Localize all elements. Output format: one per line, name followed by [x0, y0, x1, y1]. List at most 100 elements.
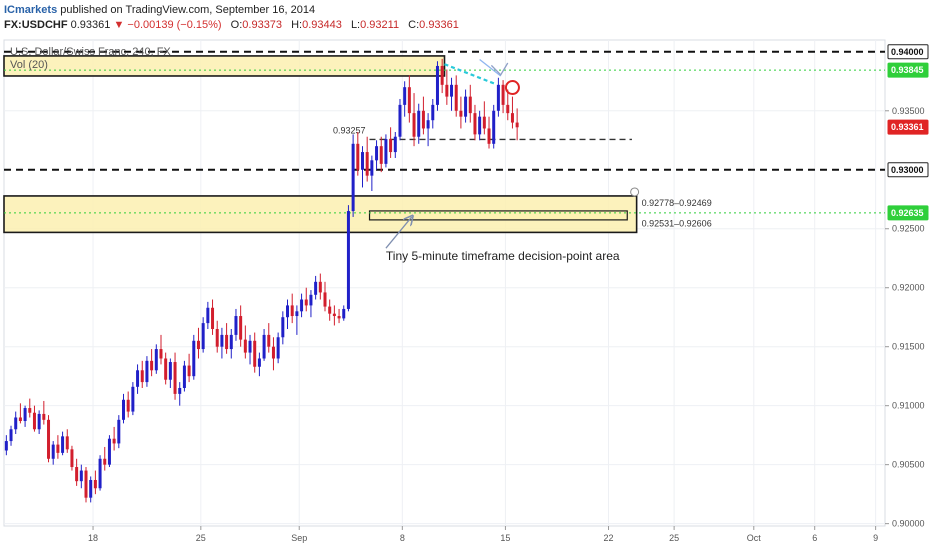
- candle-body: [192, 340, 196, 377]
- candle-body: [314, 281, 318, 295]
- candle-body: [515, 122, 519, 128]
- candle-body: [356, 143, 360, 170]
- close-value: 0.93361: [419, 19, 459, 31]
- zone-range-label: 0.92778–0.92469: [642, 198, 712, 208]
- price-tick-label: 0.92500: [892, 224, 925, 234]
- time-tick-label: 22: [604, 533, 614, 543]
- candle-body: [173, 362, 177, 394]
- candle-body: [159, 349, 163, 359]
- candle-body: [145, 360, 149, 383]
- time-tick-label: 6: [812, 533, 817, 543]
- price-label-box: [887, 44, 929, 60]
- price-change: −0.00139 (−0.15%): [127, 19, 222, 31]
- candle-body: [65, 436, 69, 450]
- zone-rect: [3, 55, 446, 77]
- ohlc-line: FX:USDCHF 0.93361 ▼ −0.00139 (−0.15%) O:…: [4, 19, 459, 31]
- candle-body: [89, 479, 93, 498]
- price-tick-label: 0.93500: [892, 106, 925, 116]
- low-label: L:: [350, 19, 361, 31]
- candle-body: [131, 386, 135, 412]
- candle-body: [23, 408, 27, 422]
- price-label-text: 0.92635: [891, 208, 924, 218]
- supply-demand-zones: 0.92778–0.92469 0.92531–0.92606: [3, 55, 712, 234]
- candle-body: [375, 146, 379, 161]
- candle-body: [248, 340, 252, 353]
- candle-body: [501, 84, 505, 105]
- time-tick-label: 9: [873, 533, 878, 543]
- candle-body: [107, 438, 111, 465]
- candle-body: [201, 323, 205, 350]
- candle-body: [61, 436, 65, 453]
- candle-body: [253, 340, 257, 367]
- candle-body: [262, 334, 266, 359]
- plot-area[interactable]: [3, 39, 886, 527]
- candle-body: [14, 417, 18, 430]
- chart-header: ICmarkets published on TradingView.com, …: [0, 0, 932, 34]
- candle-body: [182, 365, 186, 388]
- candle-body: [42, 413, 46, 420]
- candle-body: [454, 84, 458, 111]
- candle-body: [290, 305, 294, 317]
- candle-body: [360, 152, 364, 170]
- price-chart[interactable]: 0.92778–0.92469 0.92531–0.92606 0.93257 T…: [0, 34, 932, 550]
- publisher-name[interactable]: ICmarkets: [4, 4, 58, 16]
- candle-body: [93, 479, 97, 489]
- candle-body: [103, 458, 107, 465]
- candle-body: [168, 362, 172, 380]
- price-tick-label: 0.92000: [892, 283, 925, 293]
- candle-body: [482, 116, 486, 129]
- candle-body: [187, 365, 191, 377]
- symbol-name[interactable]: FX:USDCHF: [4, 19, 68, 31]
- candle-body: [510, 113, 514, 123]
- highlight-circle-icon: [504, 80, 520, 96]
- candle-body: [32, 412, 36, 430]
- candle-body: [243, 339, 247, 353]
- candle-body: [257, 358, 261, 367]
- time-tick-label: 25: [196, 533, 206, 543]
- candle-body: [295, 311, 299, 317]
- price-label-box: [887, 119, 929, 135]
- time-axis[interactable]: 18 25 Sep 8 15 22 25 Oct 6 9: [88, 526, 878, 543]
- candle-body: [351, 143, 355, 212]
- candle-body: [473, 113, 477, 135]
- candle-body: [304, 299, 308, 306]
- candle-body: [346, 211, 350, 309]
- candle-body: [178, 387, 182, 394]
- price-label-box: [887, 62, 929, 78]
- horizontal-levels: 0.93257: [4, 50, 885, 214]
- annotation-arrow-icon: [385, 217, 412, 249]
- candle-body: [403, 87, 407, 105]
- candle-body: [47, 419, 51, 459]
- price-axis[interactable]: 0.90000 0.90500 0.91000 0.91500 0.92000 0.925…: [885, 44, 929, 529]
- trend-line: [444, 63, 497, 86]
- candle-body: [28, 408, 32, 413]
- candle-body: [117, 419, 121, 444]
- candle-body: [323, 292, 327, 307]
- candle-body: [300, 299, 304, 312]
- candle-body: [309, 294, 313, 306]
- candle-body: [365, 152, 369, 176]
- decision-point-annotation: Tiny 5-minute timeframe decision-point a…: [386, 249, 620, 263]
- candle-body: [136, 370, 140, 387]
- candle-body: [464, 96, 468, 117]
- candle-body: [211, 307, 215, 330]
- volume-indicator-label: Vol (20): [10, 59, 48, 71]
- price-tick-label: 0.90500: [892, 460, 925, 470]
- candle-body: [468, 96, 472, 114]
- price-label-box: [887, 162, 929, 178]
- candle-body: [154, 349, 158, 371]
- candle-body: [379, 146, 383, 164]
- candle-body: [220, 334, 224, 347]
- pointer-arrow-icon: [479, 58, 502, 77]
- candle-body: [9, 429, 13, 442]
- candle-body: [98, 458, 102, 489]
- candle-body: [389, 139, 393, 153]
- candle-body: [196, 340, 200, 350]
- candle-body: [150, 360, 154, 371]
- open-label: O:: [230, 19, 243, 31]
- price-tick-label: 0.91000: [892, 401, 925, 411]
- time-tick-label: Sep: [291, 533, 307, 543]
- candle-body: [393, 136, 397, 153]
- last-price: 0.93361: [70, 19, 111, 31]
- candles: [4, 58, 519, 503]
